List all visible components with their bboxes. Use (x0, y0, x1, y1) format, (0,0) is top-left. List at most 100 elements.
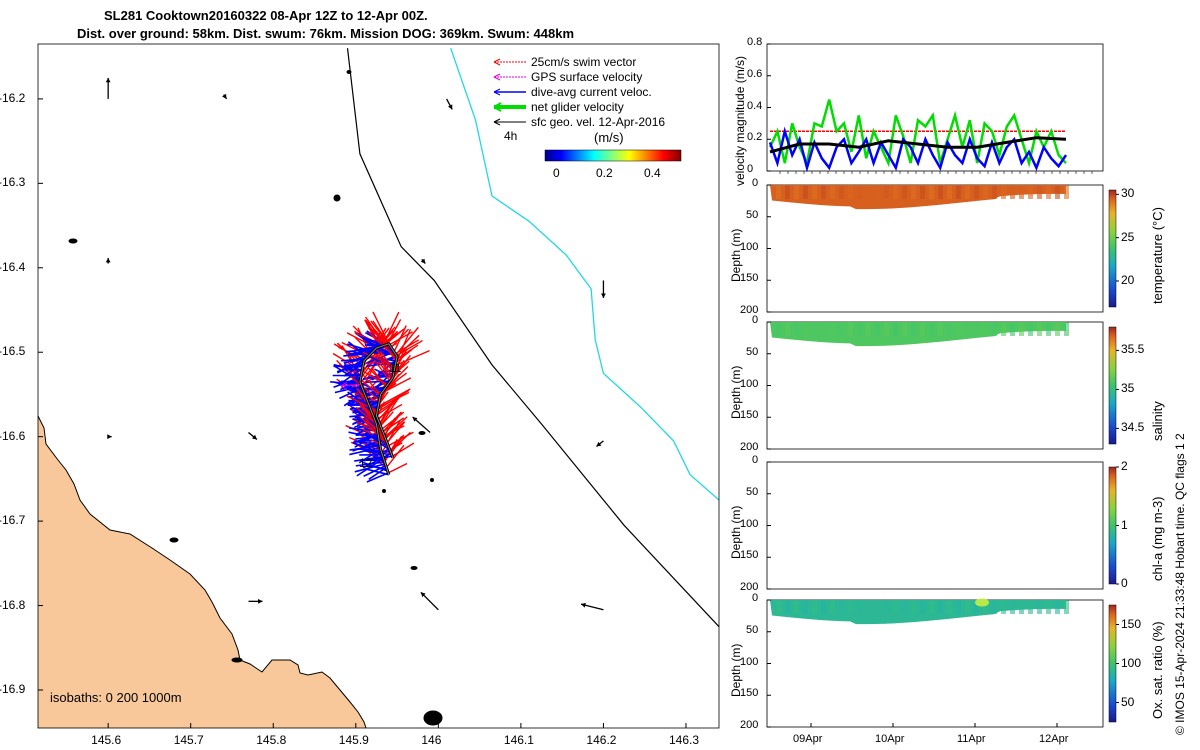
sfc-geo-arrowhead (420, 258, 426, 264)
map-y-tick-label: -16.4 (0, 259, 26, 274)
depth-section-cell (821, 322, 826, 336)
swim-vector (393, 325, 407, 353)
velocity-colorbar (544, 149, 682, 162)
depth-section-cell (929, 600, 934, 614)
sfc-geo-arrowhead (420, 592, 426, 598)
depth-y-tick-label: 50 (746, 345, 759, 358)
right-panels (766, 43, 1119, 728)
depth-section-cell (1010, 322, 1015, 336)
depth-section-cell (1064, 322, 1069, 336)
island (68, 238, 78, 244)
swim-vector (391, 442, 415, 457)
swim-vector (372, 311, 390, 345)
map-legend (493, 58, 682, 162)
swim-vector (378, 356, 392, 381)
legend-dive-arrowhead (493, 88, 501, 96)
glider-track-inner (359, 343, 398, 475)
gps-velocity-arrowhead (340, 381, 348, 391)
colorbar-unit-label: (m/s) (594, 130, 624, 145)
depth-section-cell (803, 600, 808, 614)
sfc-geo-arrowhead (107, 434, 112, 440)
depth-y-tick-label: 200 (740, 719, 759, 731)
depth-y-tick-label: 200 (740, 441, 759, 453)
depth-ylabel: Depth (m) (729, 228, 743, 282)
time-tick-label: 10Apr (875, 733, 905, 745)
sfc-geo-arrowhead (105, 257, 111, 263)
colorbar-tick-label: 35.5 (1121, 342, 1145, 357)
map-subtitle: Dist. over ground: 58km. Dist. swum: 76k… (77, 26, 575, 41)
dive-avg-current-vector (363, 464, 387, 477)
map-frame (37, 43, 720, 729)
depth-section-cell (929, 322, 934, 336)
depth-y-tick-label: 150 (740, 687, 759, 700)
dive-avg-current-vector (356, 457, 384, 477)
depth-y-tick-label: 0 (752, 454, 759, 466)
depth-section-cell (1037, 322, 1042, 336)
depth-section-cell (929, 185, 934, 199)
depth-section-cell (974, 185, 979, 199)
swim-vector (381, 442, 403, 456)
velocity-y-tick-label: 0.2 (747, 131, 763, 144)
dive-avg-current-vector (368, 466, 387, 480)
day-marker: 11 (389, 361, 402, 375)
depth-section-cell (812, 600, 817, 614)
colorbar-tick-label: 2 (1121, 459, 1128, 473)
depth-ylabel: Depth (m) (729, 643, 743, 697)
island (231, 657, 243, 663)
depth-section-cell (974, 600, 979, 614)
depth-colorbar (1108, 189, 1117, 308)
dive-avg-current-vector (365, 450, 392, 456)
swim-vector (377, 388, 411, 408)
map-y-tick-label: -16.8 (0, 597, 26, 612)
map-y-tick-label: -16.5 (0, 344, 26, 359)
depth-section-cell (938, 322, 943, 336)
depth-section-cell (1010, 600, 1015, 614)
swim-vector (359, 392, 380, 403)
depth-section-cell (848, 322, 853, 336)
swim-vector (374, 347, 395, 374)
legend-scale-label: 4h (504, 129, 518, 143)
depth-y-tick-label: 100 (740, 655, 759, 668)
colorbar-tick-label: 34.5 (1121, 420, 1145, 435)
map-y-tick-label: -16.2 (0, 90, 26, 105)
depth-section-cell (785, 600, 790, 614)
depth-section-cell (812, 185, 817, 199)
map-plot (37, 43, 720, 729)
coast-outline (37, 415, 367, 729)
swim-vector (385, 444, 405, 468)
depth-y-tick-label: 0 (752, 314, 759, 326)
depth-section-cell (776, 322, 781, 336)
depth-section-cell (830, 185, 835, 199)
depth-section-cell (857, 185, 862, 199)
swim-vector (350, 376, 380, 402)
legend-net-label: net glider velocity (531, 100, 624, 114)
isobath-1000m (450, 47, 720, 501)
colorbar-tick-label: 150 (1121, 616, 1142, 631)
depth-section-cell (1010, 185, 1015, 199)
depth-section-cell (776, 600, 781, 614)
depth-y-tick-label: 150 (740, 549, 759, 562)
depth-section-cell (866, 322, 871, 336)
depth-y-tick-label: 0 (752, 592, 759, 604)
depth-section-cell (1028, 600, 1033, 614)
map-x-tick-label: 145.9 (338, 733, 369, 747)
map-x-tick-label: 146.2 (586, 733, 617, 747)
depth-section-cell (911, 600, 916, 614)
velocity-y-tick-label: 0.4 (747, 99, 763, 112)
depth-section-cell (983, 322, 988, 336)
swim-vector (379, 351, 395, 371)
map-x-tick-label: 146.1 (503, 733, 534, 747)
depth-section-cell (1028, 185, 1033, 199)
depth-section-cell (893, 600, 898, 614)
dive-avg-current-vector (362, 452, 392, 469)
colorbar-tick: 0 (553, 166, 560, 180)
depth-section-cell (884, 185, 889, 199)
colorbar-tick-label: 25 (1121, 229, 1135, 244)
depth-section-cell (911, 185, 916, 199)
depth-ylabel: Depth (m) (729, 365, 743, 419)
colorbar-tick-label: 100 (1121, 655, 1142, 670)
velocity-series-sfc-geo-velocity (769, 136, 1067, 154)
depth-y-tick-label: 100 (740, 240, 759, 253)
colorbar-tick-label: 30 (1121, 186, 1135, 201)
legend-dive-label: dive-avg current veloc. (531, 85, 652, 99)
